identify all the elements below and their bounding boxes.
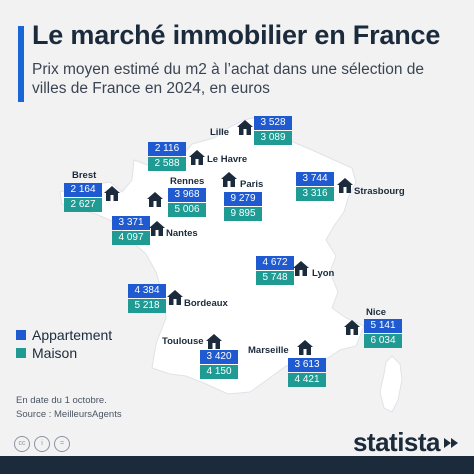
price-badge-appartement-toulouse: 3 420 [200, 350, 238, 364]
price-badge-maison-lille: 3 089 [254, 131, 292, 145]
city-label-rennes: Rennes [170, 176, 205, 187]
city-label-strasbourg: Strasbourg [354, 186, 405, 197]
statista-logo-icon[interactable] [442, 434, 460, 452]
no-derivatives-icon[interactable]: = [54, 436, 70, 452]
house-icon [221, 172, 237, 187]
footer-bar [0, 456, 474, 474]
footnote-date: En date du 1 octobre. [16, 395, 107, 406]
price-badge-appartement-lille: 3 528 [254, 116, 292, 130]
license-icons[interactable]: cc i = [14, 436, 70, 452]
city-label-lyon: Lyon [312, 268, 335, 279]
price-badge-maison-nice: 6 034 [364, 334, 402, 348]
city-label-le-havre: Le Havre [207, 154, 248, 165]
house-icon [206, 334, 222, 349]
house-icon [147, 192, 163, 207]
city-label-toulouse: Toulouse [162, 336, 204, 347]
city-label-nantes: Nantes [166, 228, 198, 239]
price-badge-appartement-bordeaux: 4 384 [128, 284, 166, 298]
price-badge-appartement-nantes: 3 371 [112, 216, 150, 230]
city-label-lille: Lille [210, 127, 230, 138]
price-badge-maison-toulouse: 4 150 [200, 365, 238, 379]
legend-item-appartement: Appartement [16, 327, 112, 343]
house-icon [337, 178, 353, 193]
city-label-paris: Paris [240, 179, 264, 190]
price-badge-appartement-nice: 5 141 [364, 319, 402, 333]
house-icon [104, 186, 120, 201]
price-badge-maison-strasbourg: 3 316 [296, 187, 334, 201]
price-badge-appartement-rennes: 3 968 [168, 188, 206, 202]
house-icon [344, 320, 360, 335]
house-icon [149, 221, 165, 236]
france-mainland-shape [59, 115, 365, 395]
city-label-brest: Brest [72, 170, 97, 181]
price-badge-appartement-lyon: 4 672 [256, 256, 294, 270]
price-badge-maison-nantes: 4 097 [112, 231, 150, 245]
price-badge-maison-lyon: 5 748 [256, 271, 294, 285]
statista-logo-text[interactable]: statista [352, 427, 441, 457]
house-icon [293, 261, 309, 276]
city-label-bordeaux: Bordeaux [184, 298, 228, 309]
footnote-source: Source : MeilleursAgents [16, 409, 122, 420]
page-subtitle: Prix moyen estimé du m2 à l’achat dans u… [32, 61, 425, 97]
title-accent-bar [18, 26, 24, 102]
price-badge-appartement-strasbourg: 3 744 [296, 172, 334, 186]
legend-swatch-appartement [16, 330, 26, 340]
creative-commons-icon[interactable]: cc [14, 436, 30, 452]
corsica-shape [379, 355, 403, 413]
attribution-icon[interactable]: i [34, 436, 50, 452]
price-badge-maison-le-havre: 2 588 [148, 157, 186, 171]
price-badge-maison-paris: 9 895 [224, 207, 262, 221]
legend-label-maison: Maison [32, 345, 78, 361]
price-badge-appartement-brest: 2 164 [64, 183, 102, 197]
price-badge-maison-rennes: 5 006 [168, 203, 206, 217]
price-badge-maison-bordeaux: 5 218 [128, 299, 166, 313]
city-label-nice: Nice [366, 307, 387, 318]
price-badge-appartement-paris: 9 279 [224, 192, 262, 206]
price-badge-appartement-le-havre: 2 116 [148, 142, 186, 156]
city-label-marseille: Marseille [248, 345, 289, 356]
legend-item-maison: Maison [16, 345, 77, 361]
house-icon [189, 150, 205, 165]
legend-label-appartement: Appartement [32, 327, 113, 343]
house-icon [167, 290, 183, 305]
legend-swatch-maison [16, 348, 26, 358]
price-badge-maison-marseille: 4 421 [288, 373, 326, 387]
house-icon [237, 120, 253, 135]
price-badge-maison-brest: 2 627 [64, 198, 102, 212]
page-title: Le marché immobilier en France [32, 20, 441, 50]
price-badge-appartement-marseille: 3 613 [288, 358, 326, 372]
house-icon [297, 340, 313, 355]
